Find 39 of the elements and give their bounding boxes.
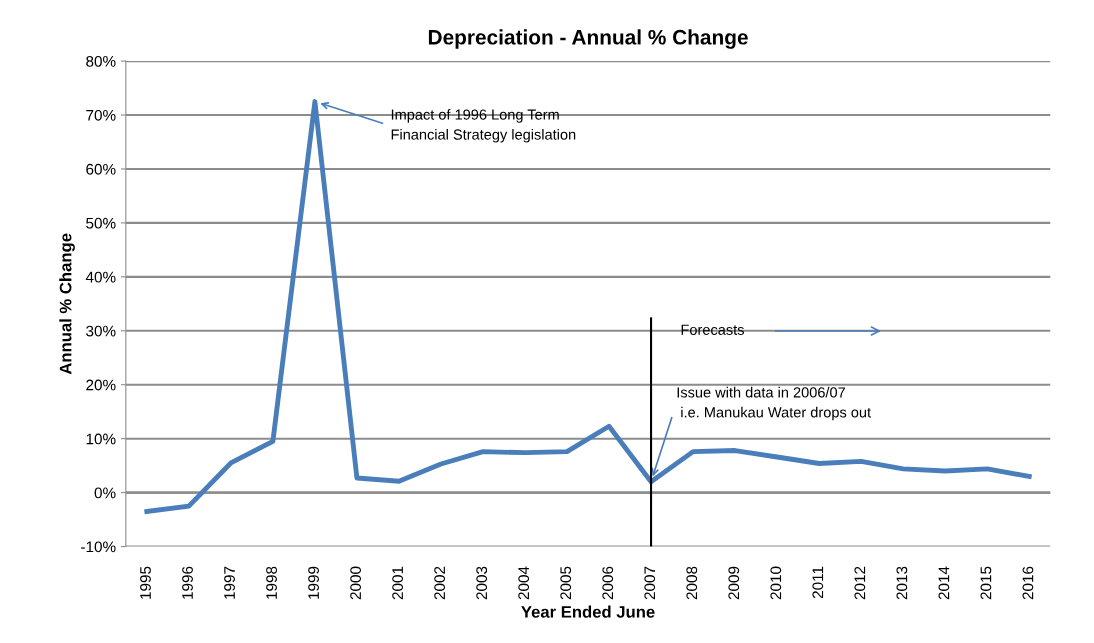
x-tick-label: 1996 [182, 566, 193, 599]
x-tick-label: 2008 [686, 566, 698, 600]
x-tick-label: 2012 [854, 566, 866, 600]
annotation: Forecasts [681, 324, 744, 335]
x-tick-label: 2001 [392, 566, 404, 600]
chart-title: Depreciation - Annual % Change [428, 29, 748, 49]
y-tick-label: 30% [86, 325, 116, 337]
x-tick-label: 2016 [1022, 566, 1034, 600]
x-tick-label: 2005 [560, 566, 572, 600]
y-tick-label: 50% [86, 217, 116, 229]
y-tick-label: 40% [85, 271, 116, 283]
x-tick-label: 2007 [644, 566, 656, 600]
annotation: Impact of 1996 Long Term Financial Strategy legislation [391, 109, 576, 143]
y-tick-label: 70% [86, 109, 116, 121]
x-tick-label: 2011 [812, 566, 824, 599]
x-tick-label: 1997 [224, 566, 235, 599]
y-tick-label: 60% [86, 163, 116, 175]
x-tick-label: 2004 [518, 566, 530, 600]
x-tick-label: 2009 [728, 566, 740, 600]
y-tick-label: -10% [81, 541, 116, 553]
line-series [144, 99, 1032, 514]
x-tick-label: 2010 [770, 566, 782, 600]
y-tick-label: 80% [86, 55, 116, 67]
annotation: Issue with data in 2006/07 i.e. Manukau Water drops out [677, 386, 871, 421]
x-tick-label: 2006 [602, 566, 614, 600]
y-tick-label: 20% [86, 379, 116, 391]
x-tick-label: 2015 [980, 566, 992, 600]
x-tick-label: 1995 [140, 566, 151, 599]
y-axis-title: Annual % Change [59, 233, 75, 375]
x-tick-label: 2000 [350, 566, 362, 600]
x-tick-label: 1999 [308, 566, 319, 599]
x-tick-label: 2014 [938, 566, 950, 600]
x-tick-label: 2002 [434, 566, 446, 600]
y-tick-label: 10% [86, 433, 116, 445]
x-tick-label: 1998 [266, 566, 277, 599]
y-tick-label: 0% [94, 487, 116, 499]
x-tick-label: 2003 [476, 566, 488, 600]
x-tick-label: 2013 [896, 566, 908, 600]
x-axis-title: Year Ended June [521, 605, 655, 618]
